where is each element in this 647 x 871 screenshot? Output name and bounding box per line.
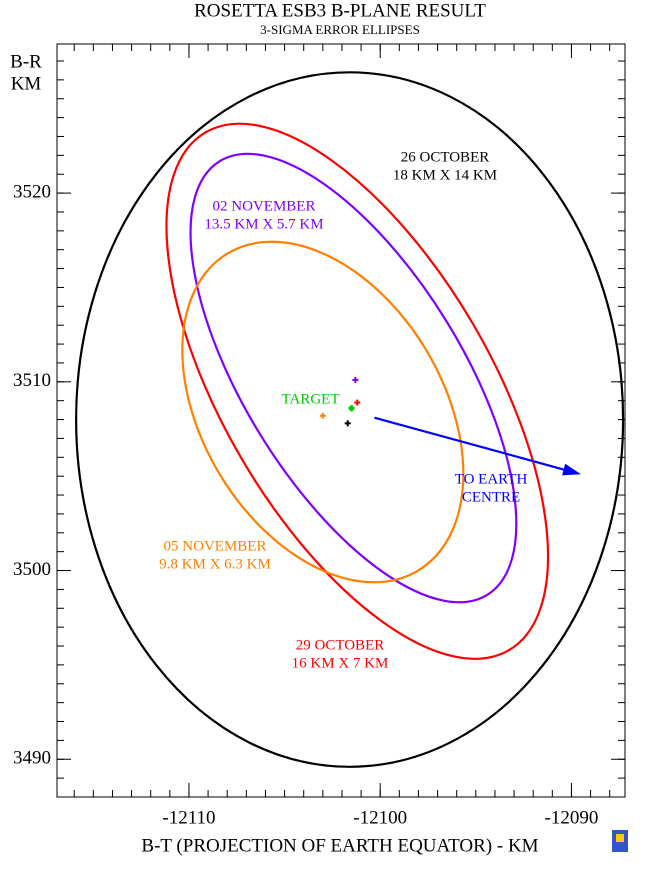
y-axis-label: B-R [10, 51, 42, 72]
ellipse-label: 13.5 KM X 5.7 KM [204, 216, 323, 232]
ellipse-label: 05 NOVEMBER [164, 538, 267, 554]
error-ellipse [75, 71, 625, 768]
chart-title: ROSETTA ESB3 B-PLANE RESULT [194, 0, 486, 21]
plot-frame [56, 43, 626, 798]
y-tick-label: 3490 [13, 748, 51, 769]
ellipse-label: 29 OCTOBER [296, 637, 384, 653]
y-tick-label: 3500 [13, 559, 51, 580]
target-label: TARGET [282, 392, 340, 408]
y-tick-label: 3510 [13, 370, 51, 391]
logo [612, 830, 628, 852]
direction-arrow [374, 416, 564, 471]
error-ellipse [189, 152, 518, 604]
marker [354, 399, 361, 406]
error-ellipse [181, 240, 465, 584]
arrow-label: TO EARTH [455, 471, 528, 487]
x-tick-label: -12090 [545, 807, 599, 828]
marker [352, 376, 359, 383]
y-tick-label: 3520 [13, 181, 51, 202]
x-tick-label: -12100 [353, 807, 407, 828]
ellipse-label: 26 OCTOBER [401, 149, 489, 165]
ellipse-label: 9.8 KM X 6.3 KM [159, 556, 271, 572]
x-axis-label: B-T (PROJECTION OF EARTH EQUATOR) - KM [141, 835, 538, 856]
marker [344, 420, 351, 427]
x-tick-label: -12110 [162, 807, 215, 828]
marker [348, 405, 355, 412]
chart-subtitle: 3-SIGMA ERROR ELLIPSES [260, 22, 420, 37]
arrow-head [562, 463, 582, 476]
arrow-label: CENTRE [462, 489, 520, 505]
ellipse-label: 18 KM X 14 KM [393, 167, 497, 183]
ellipse-label: 02 NOVEMBER [213, 198, 316, 214]
y-axis-label: KM [11, 73, 42, 94]
marker [319, 412, 326, 419]
error-ellipse [165, 122, 550, 660]
ellipse-label: 16 KM X 7 KM [292, 655, 389, 671]
